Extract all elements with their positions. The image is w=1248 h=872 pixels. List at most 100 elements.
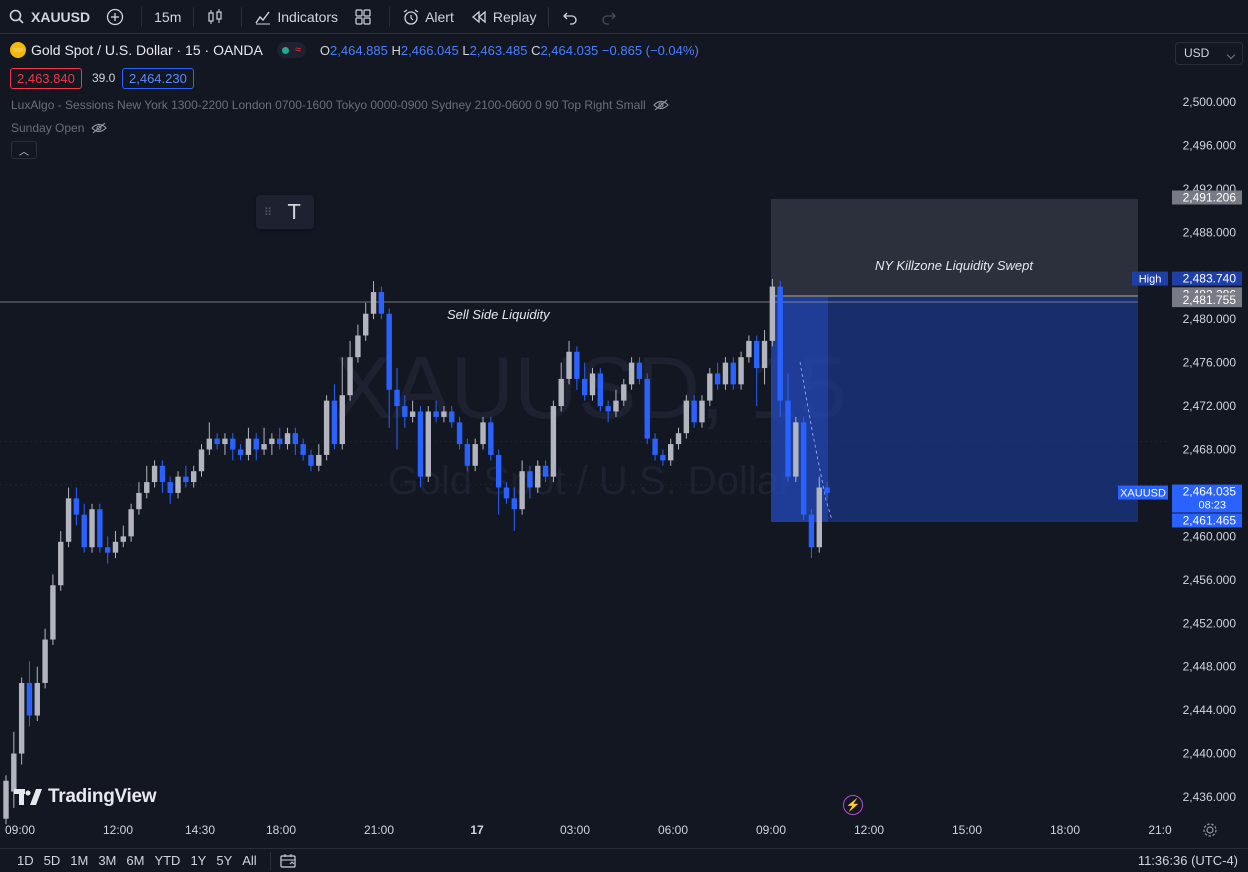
candle[interactable] (746, 335, 752, 363)
candle[interactable] (151, 460, 158, 488)
candle[interactable] (441, 406, 447, 423)
candle[interactable] (527, 465, 533, 499)
candle[interactable] (417, 406, 424, 488)
candle[interactable] (691, 395, 697, 428)
candle[interactable] (754, 335, 760, 407)
candle[interactable] (464, 438, 471, 472)
indicator-sunday-open[interactable]: Sunday Open (11, 121, 108, 135)
compare-button[interactable] (98, 0, 137, 34)
candle[interactable] (97, 503, 103, 553)
candle[interactable] (253, 433, 259, 461)
candle[interactable] (644, 373, 650, 445)
symbol-search[interactable]: XAUUSD (0, 0, 98, 34)
candle[interactable] (738, 351, 744, 390)
range-5d[interactable]: 5D (43, 853, 61, 868)
candle[interactable] (159, 460, 166, 493)
candle[interactable] (175, 471, 181, 499)
candle[interactable] (386, 308, 392, 428)
candle[interactable] (581, 362, 588, 401)
sell-side-liquidity-label[interactable]: Sell Side Liquidity (447, 307, 551, 322)
candle[interactable] (628, 357, 635, 390)
candle[interactable] (449, 406, 455, 428)
redo-button[interactable] (592, 0, 631, 34)
candle[interactable] (722, 357, 729, 390)
candle[interactable] (558, 362, 564, 412)
eye-hidden-icon[interactable] (91, 122, 108, 134)
candle[interactable] (18, 677, 25, 765)
candle[interactable] (198, 444, 205, 477)
candle[interactable] (11, 731, 17, 808)
candle[interactable] (636, 357, 643, 385)
floating-text-toolbar[interactable]: ⠿ T (256, 195, 314, 229)
tradingview-logo[interactable]: TradingView (14, 786, 157, 808)
text-tool-icon[interactable]: T (288, 200, 301, 224)
candle[interactable] (284, 427, 291, 450)
candle[interactable] (675, 427, 682, 450)
candle[interactable] (277, 427, 283, 450)
candle[interactable] (699, 395, 705, 428)
candle[interactable] (206, 422, 213, 455)
candle[interactable] (34, 666, 40, 721)
candle[interactable] (73, 487, 80, 526)
candle[interactable] (222, 433, 228, 455)
candle[interactable] (339, 357, 345, 450)
candle[interactable] (785, 373, 791, 483)
candle[interactable] (456, 416, 463, 450)
candle[interactable] (112, 530, 119, 559)
candle[interactable] (542, 460, 549, 483)
candle[interactable] (433, 400, 439, 423)
candle[interactable] (42, 628, 48, 689)
candle[interactable] (292, 427, 299, 455)
calendar-icon[interactable] (279, 853, 297, 869)
candle[interactable] (707, 368, 713, 407)
candle[interactable] (793, 416, 799, 483)
candle[interactable] (104, 536, 111, 564)
range-all[interactable]: All (242, 853, 257, 868)
buy-price-button[interactable]: 2,464.230 (122, 68, 194, 89)
candle[interactable] (120, 525, 126, 548)
candle[interactable] (183, 465, 189, 488)
candle[interactable] (58, 530, 64, 591)
candle[interactable] (777, 281, 783, 417)
candle[interactable] (714, 362, 721, 390)
candle[interactable] (144, 465, 150, 499)
candle[interactable] (370, 281, 377, 320)
candle[interactable] (683, 395, 690, 439)
price-chart[interactable]: XAUUSD, 15 Gold Spot / U.S. Dollar Sell … (0, 36, 1248, 846)
range-ytd[interactable]: YTD (154, 853, 181, 868)
candle[interactable] (316, 444, 322, 472)
candle[interactable] (378, 286, 385, 320)
candle[interactable] (550, 400, 557, 483)
candle[interactable] (668, 438, 674, 466)
candle[interactable] (355, 324, 361, 363)
candle[interactable] (621, 378, 627, 407)
candle[interactable] (81, 503, 87, 553)
candle[interactable] (472, 438, 478, 472)
candle[interactable] (800, 416, 807, 521)
sell-price-button[interactable]: 2,463.840 (10, 68, 82, 89)
candle[interactable] (128, 503, 134, 542)
candle[interactable] (261, 427, 267, 455)
candle[interactable] (816, 476, 822, 553)
candle[interactable] (824, 482, 830, 499)
clock-timezone[interactable]: 11:36:36 (UTC-4) (1137, 853, 1238, 868)
candle[interactable] (503, 482, 510, 504)
candle[interactable] (425, 406, 431, 483)
candle[interactable] (347, 340, 353, 401)
range-5y[interactable]: 5Y (216, 853, 233, 868)
candle[interactable] (26, 661, 33, 727)
candle[interactable] (574, 346, 580, 390)
candle[interactable] (50, 574, 56, 645)
candle[interactable] (190, 465, 197, 488)
candle[interactable] (230, 433, 236, 461)
range-3m[interactable]: 3M (98, 853, 117, 868)
candle[interactable] (65, 487, 72, 548)
candle[interactable] (488, 416, 494, 461)
candle[interactable] (566, 340, 572, 385)
range-1m[interactable]: 1M (70, 853, 89, 868)
candle[interactable] (495, 449, 502, 515)
indicator-sessions[interactable]: LuxAlgo - Sessions New York 1300-2200 Lo… (11, 98, 669, 112)
gear-icon[interactable] (1202, 822, 1218, 838)
candle[interactable] (89, 503, 95, 553)
candle[interactable] (308, 449, 314, 472)
